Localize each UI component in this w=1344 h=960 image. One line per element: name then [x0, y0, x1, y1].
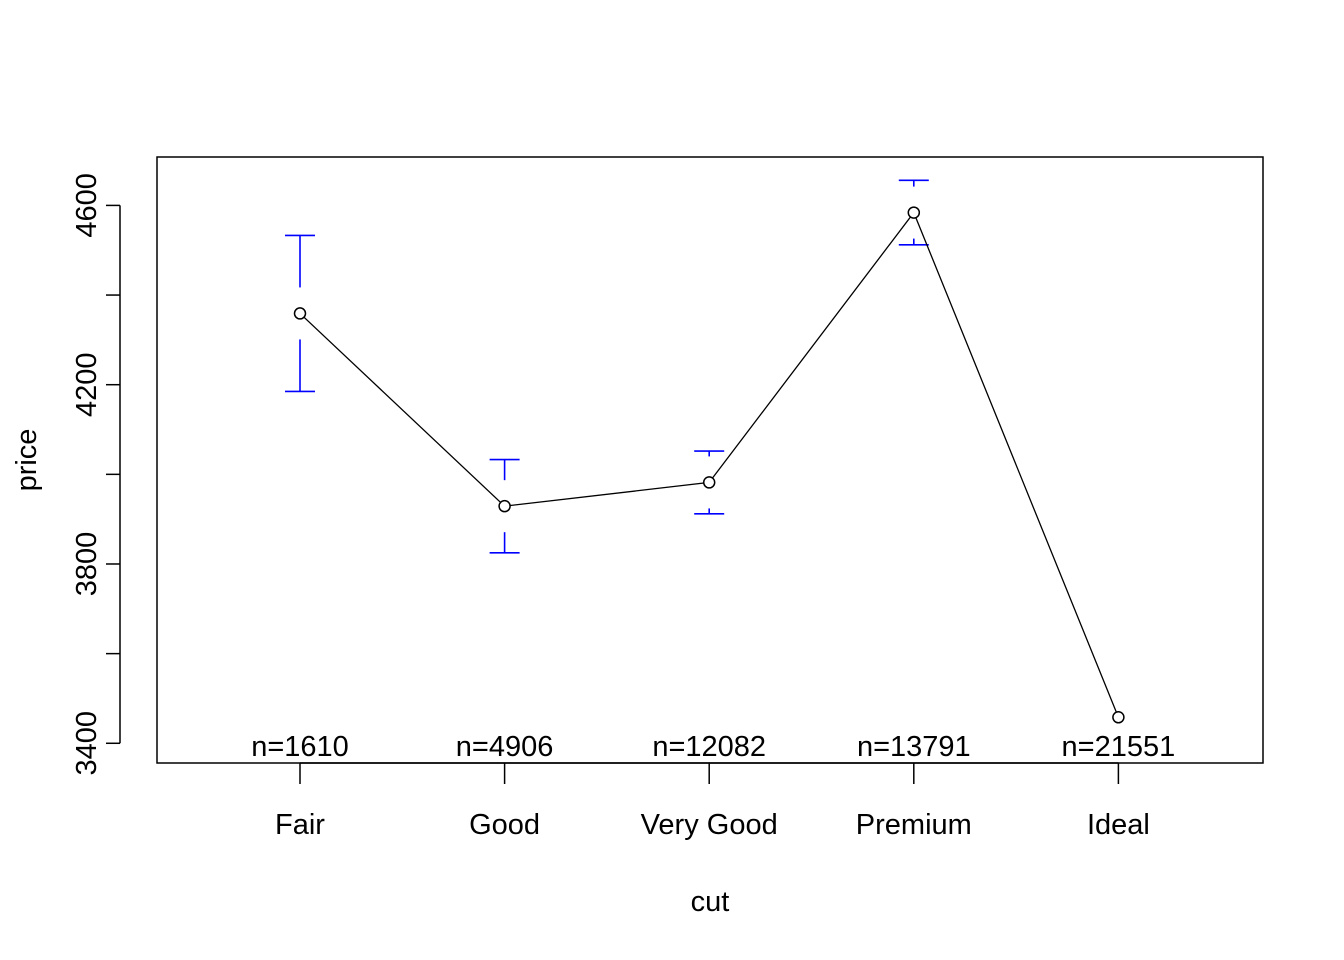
x-tick-label: Good [469, 809, 540, 841]
y-tick-label: 4200 [71, 352, 103, 417]
y-tick-label: 3400 [71, 711, 103, 776]
x-tick-label: Very Good [641, 809, 778, 841]
series-line [299, 211, 1120, 718]
data-point [498, 499, 511, 513]
data-points [293, 206, 1125, 724]
plot-frame [156, 156, 1264, 764]
data-point [1112, 711, 1125, 724]
x-axis-label: cut [691, 886, 730, 918]
count-labels: n=1610 n=4906 n=12082 n=13791 n=21551 [251, 731, 1175, 763]
count-label: n=1610 [251, 731, 349, 763]
x-axis: Fair Good Very Good Premium Ideal [275, 762, 1150, 841]
x-tick-label: Fair [275, 809, 325, 841]
y-axis-label: price [11, 429, 43, 492]
y-tick-label: 4600 [71, 173, 103, 238]
data-point [702, 476, 716, 489]
data-point [907, 206, 921, 219]
y-axis: 3400 3800 4200 4600 [71, 173, 121, 776]
count-label: n=13791 [857, 731, 971, 763]
series-line-group [299, 211, 1120, 718]
count-label: n=21551 [1062, 731, 1176, 763]
x-tick-label: Premium [856, 809, 972, 841]
error-bars [285, 179, 929, 554]
count-label: n=4906 [456, 731, 554, 763]
count-label: n=12082 [652, 731, 766, 763]
x-tick-label: Ideal [1087, 809, 1150, 841]
data-point [293, 307, 307, 320]
y-tick-label: 3800 [71, 532, 103, 597]
